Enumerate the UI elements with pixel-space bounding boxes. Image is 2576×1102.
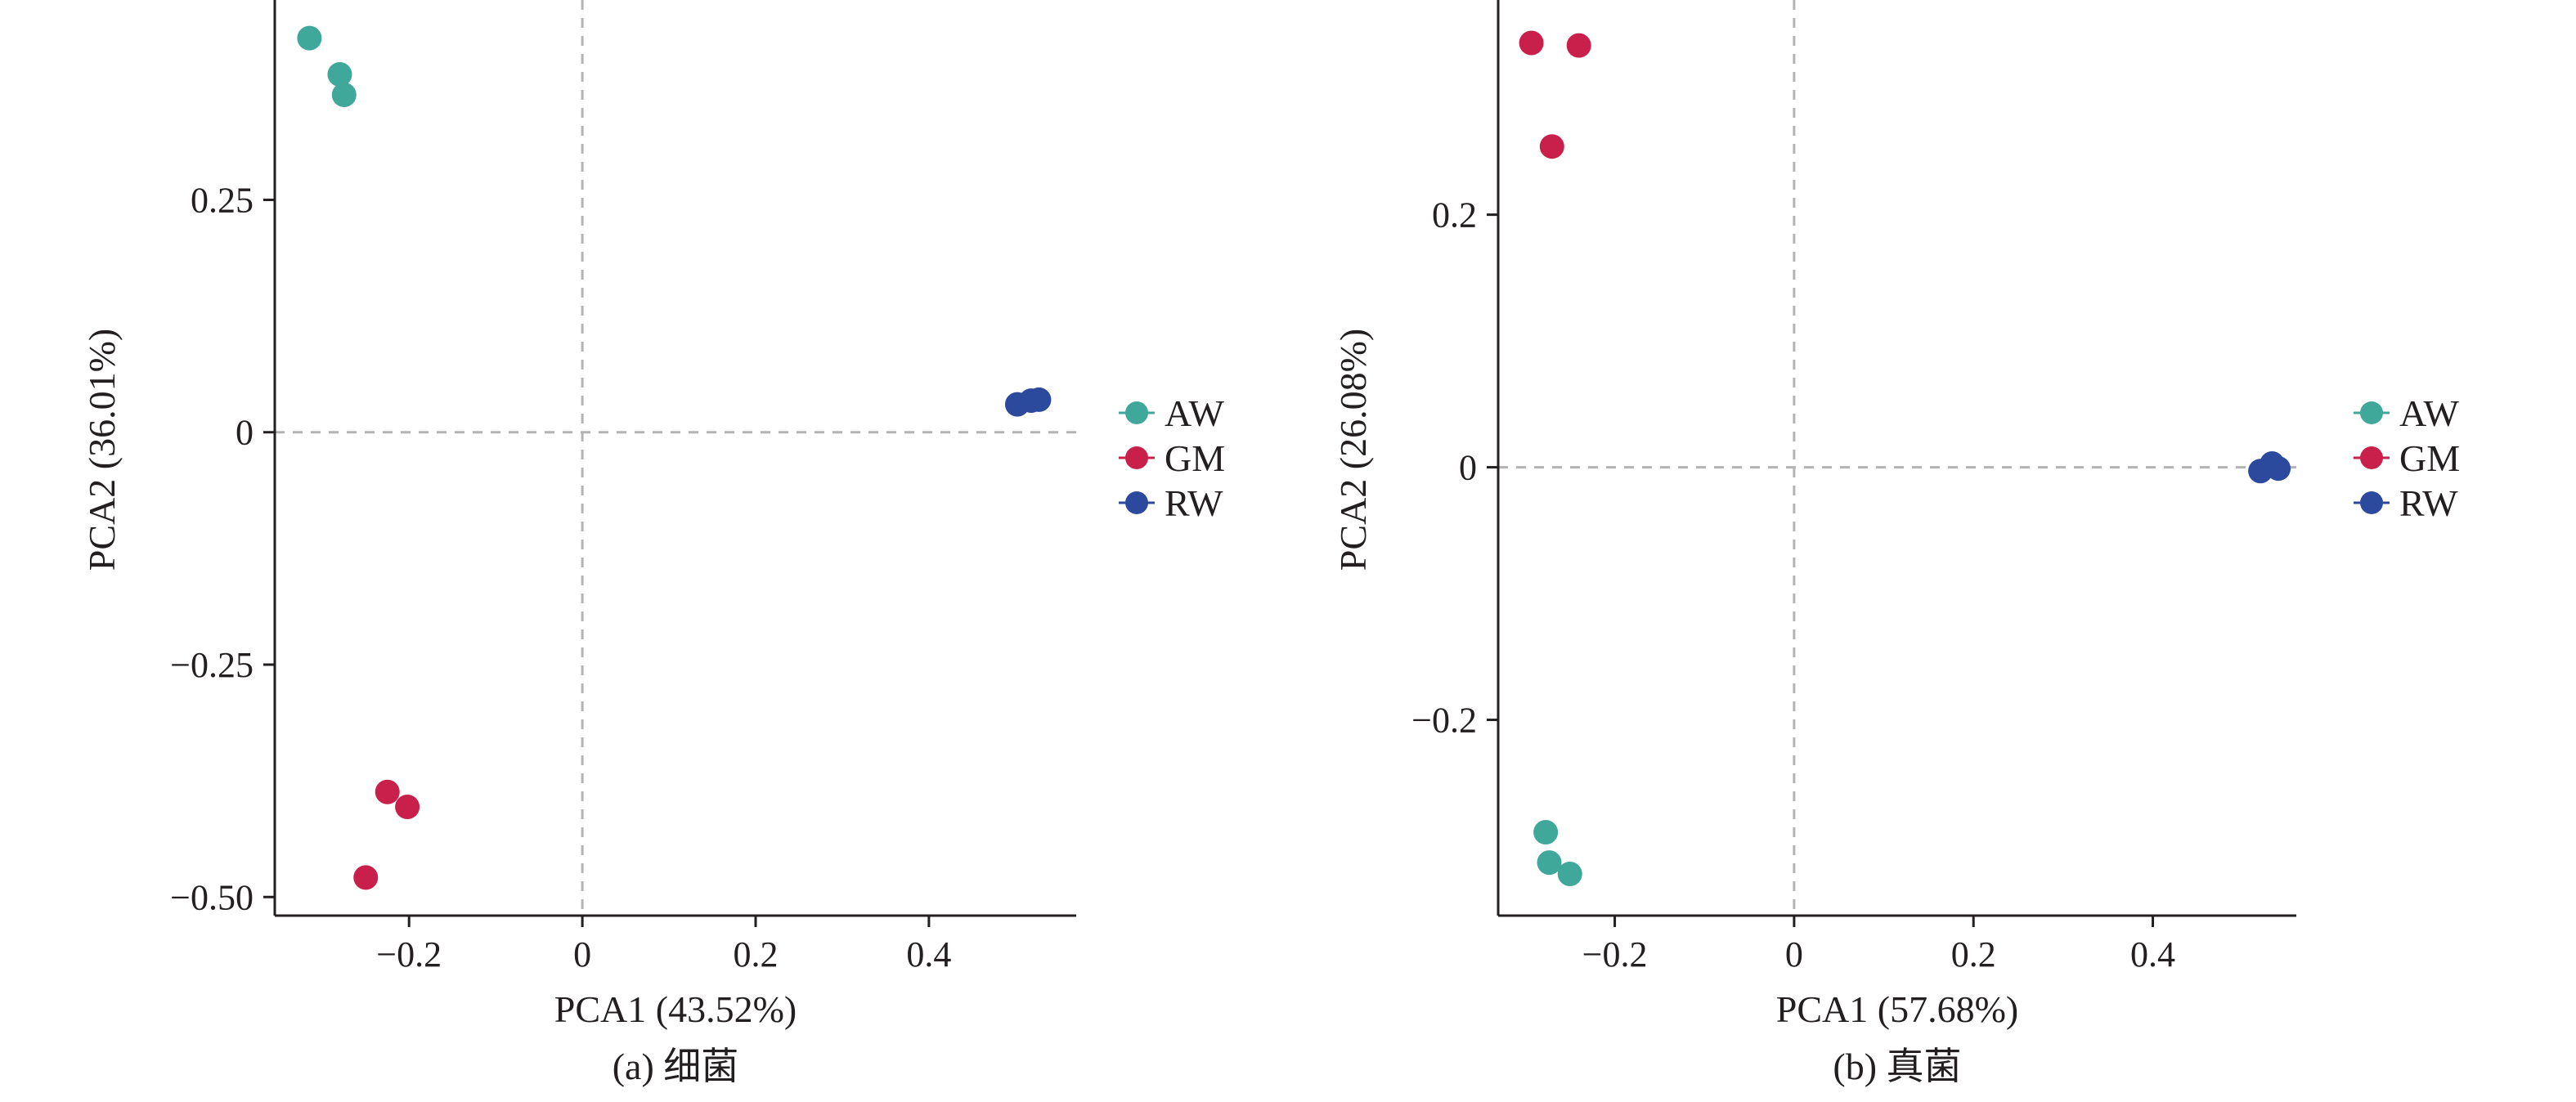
panel-a: −0.2 0 0.2 0.4 −0.50 −0.25 0 0.25 PCA1 (43.52%) P… [81,0,1225,1087]
y-tick-label: −0.25 [170,645,254,685]
panel-caption: (a) 细菌 [613,1046,739,1087]
legend-marker-aw [1125,401,1148,424]
legend-marker-aw [2360,401,2383,424]
legend-marker-gm [2360,446,2383,469]
data-point-gm [375,779,400,804]
y-tick-label: 0.2 [1432,195,1477,235]
data-point-aw [1557,862,1582,887]
data-point-aw [297,25,322,51]
data-point-gm [395,794,420,819]
legend-label-rw: RW [2399,482,2458,524]
legend-marker-rw [2360,491,2383,514]
data-point-gm [1519,30,1544,56]
y-axis-title: PCA2 (36.01%) [81,329,123,571]
x-axis-title: PCA1 (57.68%) [1776,988,2018,1030]
legend-label-gm: GM [1165,437,1225,479]
legend-marker-rw [1125,491,1148,514]
data-point-aw [1537,850,1562,876]
x-tick-label: −0.2 [376,934,442,974]
legend-label-aw: AW [2399,392,2460,434]
data-point-gm [1539,134,1564,159]
x-tick-label: 0.2 [734,934,779,974]
y-axis-title: PCA2 (26.08%) [1332,329,1374,571]
y-tick-label: −0.50 [170,877,254,917]
x-axis-title: PCA1 (43.52%) [554,988,797,1030]
legend-label-gm: GM [2399,437,2460,479]
y-tick-label: 0 [236,413,254,453]
data-point-gm [1566,33,1591,58]
x-tick-label: 0.2 [1951,934,1996,974]
x-tick-label: 0 [573,934,591,974]
panel-b: −0.2 0 0.2 0.4 −0.2 0 0.2 PCA1 (57.68%) PCA2 (26… [1332,0,2460,1087]
y-tick-label: 0.25 [191,180,254,220]
y-tick-label: −0.2 [1411,701,1477,741]
data-point-gm [353,865,379,890]
data-point-aw [327,61,352,87]
legend-marker-gm [1125,446,1148,469]
data-point-aw [1533,820,1559,845]
x-tick-label: 0 [1785,934,1803,974]
data-point-aw [331,82,357,107]
y-tick-label: 0 [1459,448,1477,488]
x-tick-label: 0.4 [2130,934,2175,974]
legend-label-aw: AW [1165,392,1225,434]
data-point-rw [1026,387,1052,412]
data-point-rw [2266,456,2291,482]
x-tick-label: −0.2 [1582,934,1648,974]
x-tick-label: 0.4 [906,934,951,974]
legend-label-rw: RW [1165,482,1223,524]
panel-caption: (b) 真菌 [1833,1046,1961,1087]
